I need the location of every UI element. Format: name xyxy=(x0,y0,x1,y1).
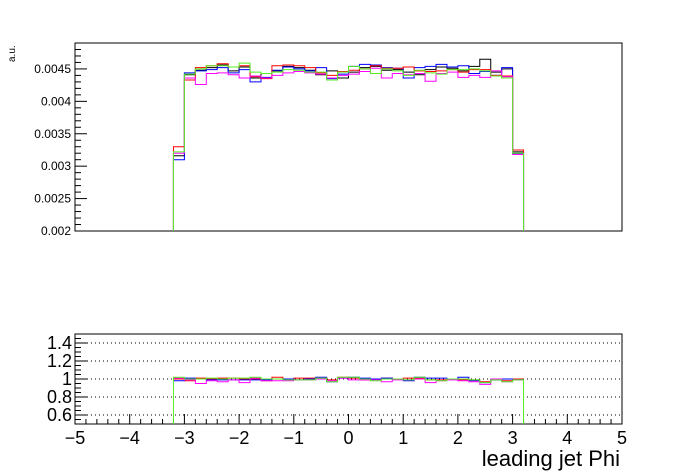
ratio-x-tick-label: −4 xyxy=(119,428,140,448)
main-y-tick-label: 0.0035 xyxy=(34,127,71,141)
ratio-series-line-4 xyxy=(172,376,525,424)
main-plot-frame xyxy=(74,42,623,232)
ratio-x-tick-label: −1 xyxy=(284,428,305,448)
ratio-panel: 0.60.811.21.4 −5 −4 −3 −2 −1 0 1 2 3 4 5 leading j… xyxy=(47,333,627,471)
x-axis-title: leading jet Phi xyxy=(482,446,620,471)
ratio-x-tick-label: 5 xyxy=(617,428,627,448)
ratio-y-tick-label: 0.6 xyxy=(47,405,72,425)
main-y-tick-label: 0.004 xyxy=(41,94,71,108)
main-y-tick-label: 0.003 xyxy=(41,159,71,173)
main-series-line-1 xyxy=(172,58,525,231)
main-y-tick-label: 0.0025 xyxy=(34,192,71,206)
ratio-series-group xyxy=(172,376,525,424)
ratio-x-tick-label: −2 xyxy=(229,428,250,448)
main-series-group xyxy=(172,58,525,231)
ratio-y-tick-label: 1.4 xyxy=(47,333,72,353)
ratio-y-tick-label: 1.2 xyxy=(47,351,72,371)
main-y-tick-label: 0.0045 xyxy=(34,62,71,76)
ratio-x-tick-label: −5 xyxy=(65,428,86,448)
ratio-x-tick-label: 1 xyxy=(398,428,408,448)
main-series-line-2 xyxy=(172,63,525,231)
ratio-x-axis: −5 −4 −3 −2 −1 0 1 2 3 4 5 xyxy=(65,414,627,448)
ratio-y-tick-label: 0.8 xyxy=(47,387,72,407)
main-series-line-3 xyxy=(172,63,525,231)
ratio-x-tick-label: 4 xyxy=(562,428,572,448)
ratio-x-tick-label: 3 xyxy=(508,428,518,448)
main-panel: 0.002 0.0025 0.003 0.0035 0.004 0.0045 a.u. xyxy=(7,42,623,238)
ratio-x-tick-label: 0 xyxy=(343,428,353,448)
ratio-y-axis: 0.60.811.21.4 xyxy=(47,333,87,425)
ratio-x-tick-label: −3 xyxy=(174,428,195,448)
main-y-axis: 0.002 0.0025 0.003 0.0035 0.004 0.0045 xyxy=(34,42,87,238)
main-series-line-5 xyxy=(172,62,525,231)
main-series-line-4 xyxy=(172,67,525,231)
ratio-y-tick-label: 1 xyxy=(62,369,72,389)
ratio-x-tick-label: 2 xyxy=(453,428,463,448)
ratio-series-line-3 xyxy=(173,377,524,385)
main-y-tick-label: 0.002 xyxy=(41,224,71,238)
main-y-axis-title: a.u. xyxy=(7,45,18,62)
